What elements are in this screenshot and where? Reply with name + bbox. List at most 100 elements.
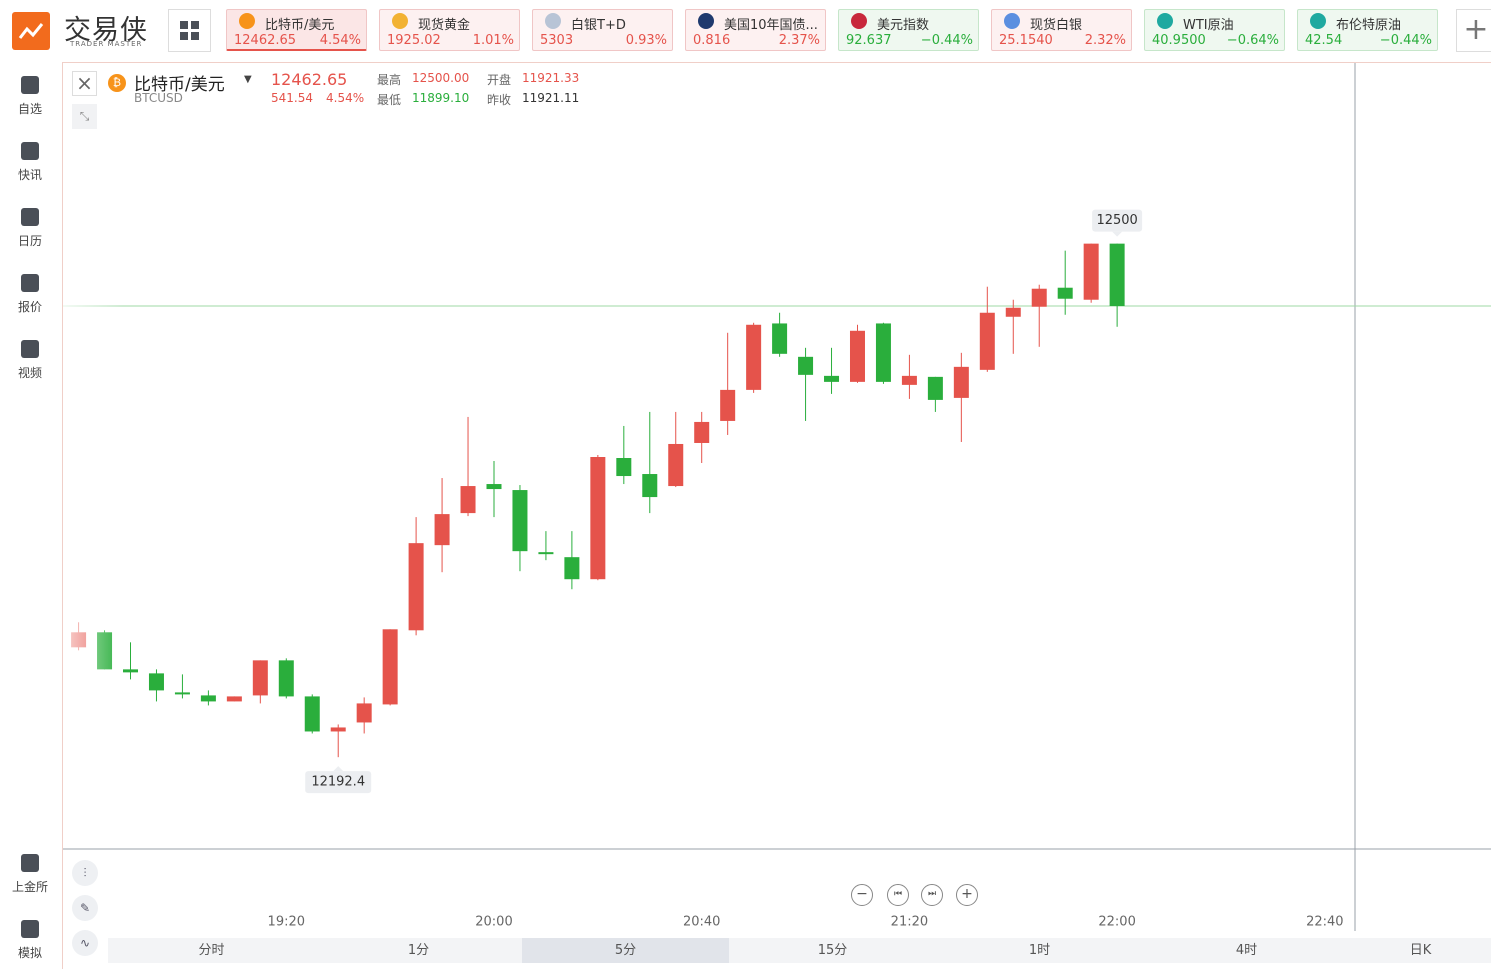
scroll-end[interactable]: ⏭ (921, 884, 943, 906)
sidebar-item[interactable]: 报价 (0, 274, 60, 315)
candle-body (304, 696, 320, 732)
candle-body (616, 458, 632, 477)
sidebar-item[interactable]: 自选 (0, 76, 60, 117)
ticker-card[interactable]: WTI原油 40.9500 −0.64% (1144, 9, 1285, 51)
candle-body (979, 312, 995, 370)
ticker-card[interactable]: 白银T+D 5303 0.93% (532, 9, 673, 51)
ticker-card[interactable]: 现货黄金 1925.02 1.01% (379, 9, 520, 51)
candle-body (564, 557, 580, 580)
candle-body (382, 629, 398, 705)
dropdown-arrow[interactable]: ▼ (244, 74, 252, 85)
timeframe-tab[interactable]: 15分 (729, 938, 936, 963)
tool-candles[interactable]: ⫶ (72, 860, 98, 886)
stat-label: 最高 (377, 73, 402, 87)
ticker-change: −0.44% (1379, 33, 1432, 48)
chart: 19:20 20:00 20:40 21:20 22:00 22:40 12500 12192… (63, 63, 1491, 931)
ticker-card[interactable]: 布伦特原油 42.54 −0.44% (1297, 9, 1438, 51)
stat-label: 最低 (377, 93, 402, 107)
ticker-card[interactable]: 美国10年国债... 0.816 2.37% (685, 9, 826, 51)
annotation-pointer (333, 766, 344, 772)
chart-frame (62, 62, 1491, 969)
add-button[interactable]: + (1456, 9, 1491, 52)
quote-change: 541.54 (271, 91, 313, 105)
logo-text: 交易侠 (64, 15, 148, 46)
candle-body (746, 324, 762, 390)
stat-label: 昨收 (487, 93, 512, 107)
stat-value: 11921.33 (522, 71, 580, 85)
sidebar-item[interactable]: 日历 (0, 208, 60, 249)
ticker-change: 2.37% (778, 33, 820, 48)
candle-body (901, 375, 917, 385)
logo-glyph (18, 23, 44, 39)
ticker-price: 25.1540 (999, 33, 1053, 48)
candle-body (226, 696, 242, 702)
tool-draw[interactable]: ✎ (72, 895, 98, 921)
annotation-label: 12500 (1096, 213, 1137, 228)
quote-code: BTCUSD (134, 91, 183, 105)
x-tick-label: 22:40 (1306, 915, 1343, 930)
timeframe-tab[interactable]: 1分 (315, 938, 522, 963)
ticker-price: 0.816 (693, 33, 731, 48)
timeframe-tab[interactable]: 分时 (108, 938, 315, 963)
sidebar-label: 报价 (17, 300, 42, 314)
zoom-out[interactable]: − (851, 884, 873, 906)
ticker-card[interactable]: 美元指数 92.637 −0.44% (838, 9, 979, 51)
candle-body (1109, 243, 1125, 306)
ticker-price: 12462.65 (234, 33, 297, 48)
candle-body (538, 552, 554, 555)
ticker-name: 美元指数 (877, 18, 930, 33)
scroll-start[interactable]: ⏮ (887, 884, 909, 906)
logo-icon[interactable] (12, 12, 50, 50)
candle-body (330, 727, 346, 732)
sidebar-icon (21, 142, 39, 160)
x-tick-label: 21:20 (891, 915, 928, 930)
candle-body (849, 330, 865, 382)
annotation-pointer (1112, 231, 1123, 237)
candle-body (148, 673, 164, 691)
candle-body (798, 356, 814, 375)
sidebar-item[interactable]: 上金所 (0, 854, 60, 895)
ticker-change: 2.32% (1084, 33, 1126, 48)
candle-body (356, 703, 372, 723)
ticker-icon (1157, 13, 1173, 29)
quote-change-pct: 4.54% (326, 91, 365, 105)
close-button[interactable]: × (72, 71, 97, 96)
sidebar-item[interactable]: 模拟 (0, 920, 60, 961)
tool-indicator[interactable]: ∿ (72, 930, 98, 956)
zoom-in[interactable]: + (956, 884, 978, 906)
sidebar-icon (21, 76, 39, 94)
left-fade (63, 63, 123, 848)
candle-body (824, 375, 840, 382)
candle-body (927, 376, 943, 400)
sidebar-label: 快讯 (17, 168, 42, 182)
candle-body (1057, 287, 1073, 299)
sidebar-item[interactable]: 视频 (0, 340, 60, 381)
x-tick-label: 20:00 (475, 915, 512, 930)
quote-name[interactable]: 比特币/美元 (134, 75, 225, 95)
grid-icon (180, 21, 199, 40)
candle-body (123, 669, 139, 673)
sidebar-icon (21, 340, 39, 358)
timeframe-tab[interactable]: 4时 (1143, 938, 1350, 963)
ticker-icon (851, 13, 867, 29)
timeframe-tab[interactable]: 5分 (522, 938, 729, 963)
sidebar-label: 日历 (17, 234, 42, 248)
ticker-card[interactable]: 比特币/美元 12462.65 4.54% (226, 9, 367, 51)
sidebar-label: 视频 (17, 366, 42, 380)
sidebar-icon (21, 208, 39, 226)
x-tick-label: 19:20 (268, 915, 305, 930)
timeframe-tab[interactable]: 1时 (936, 938, 1143, 963)
grid-button[interactable] (168, 9, 211, 52)
ticker-name: 白银T+D (571, 18, 626, 33)
candle-body (278, 660, 294, 697)
x-tick-label: 22:00 (1098, 915, 1135, 930)
ticker-card[interactable]: 现货白银 25.1540 2.32% (991, 9, 1132, 51)
candle-body (642, 474, 658, 498)
ticker-price: 5303 (540, 33, 574, 48)
sidebar-item[interactable]: 快讯 (0, 142, 60, 183)
ticker-change: 1.01% (472, 33, 514, 48)
quote-price: 12462.65 (271, 70, 348, 89)
timeframe-tab[interactable]: 日K (1350, 938, 1491, 963)
collapse-button[interactable]: ⤡ (72, 104, 97, 129)
